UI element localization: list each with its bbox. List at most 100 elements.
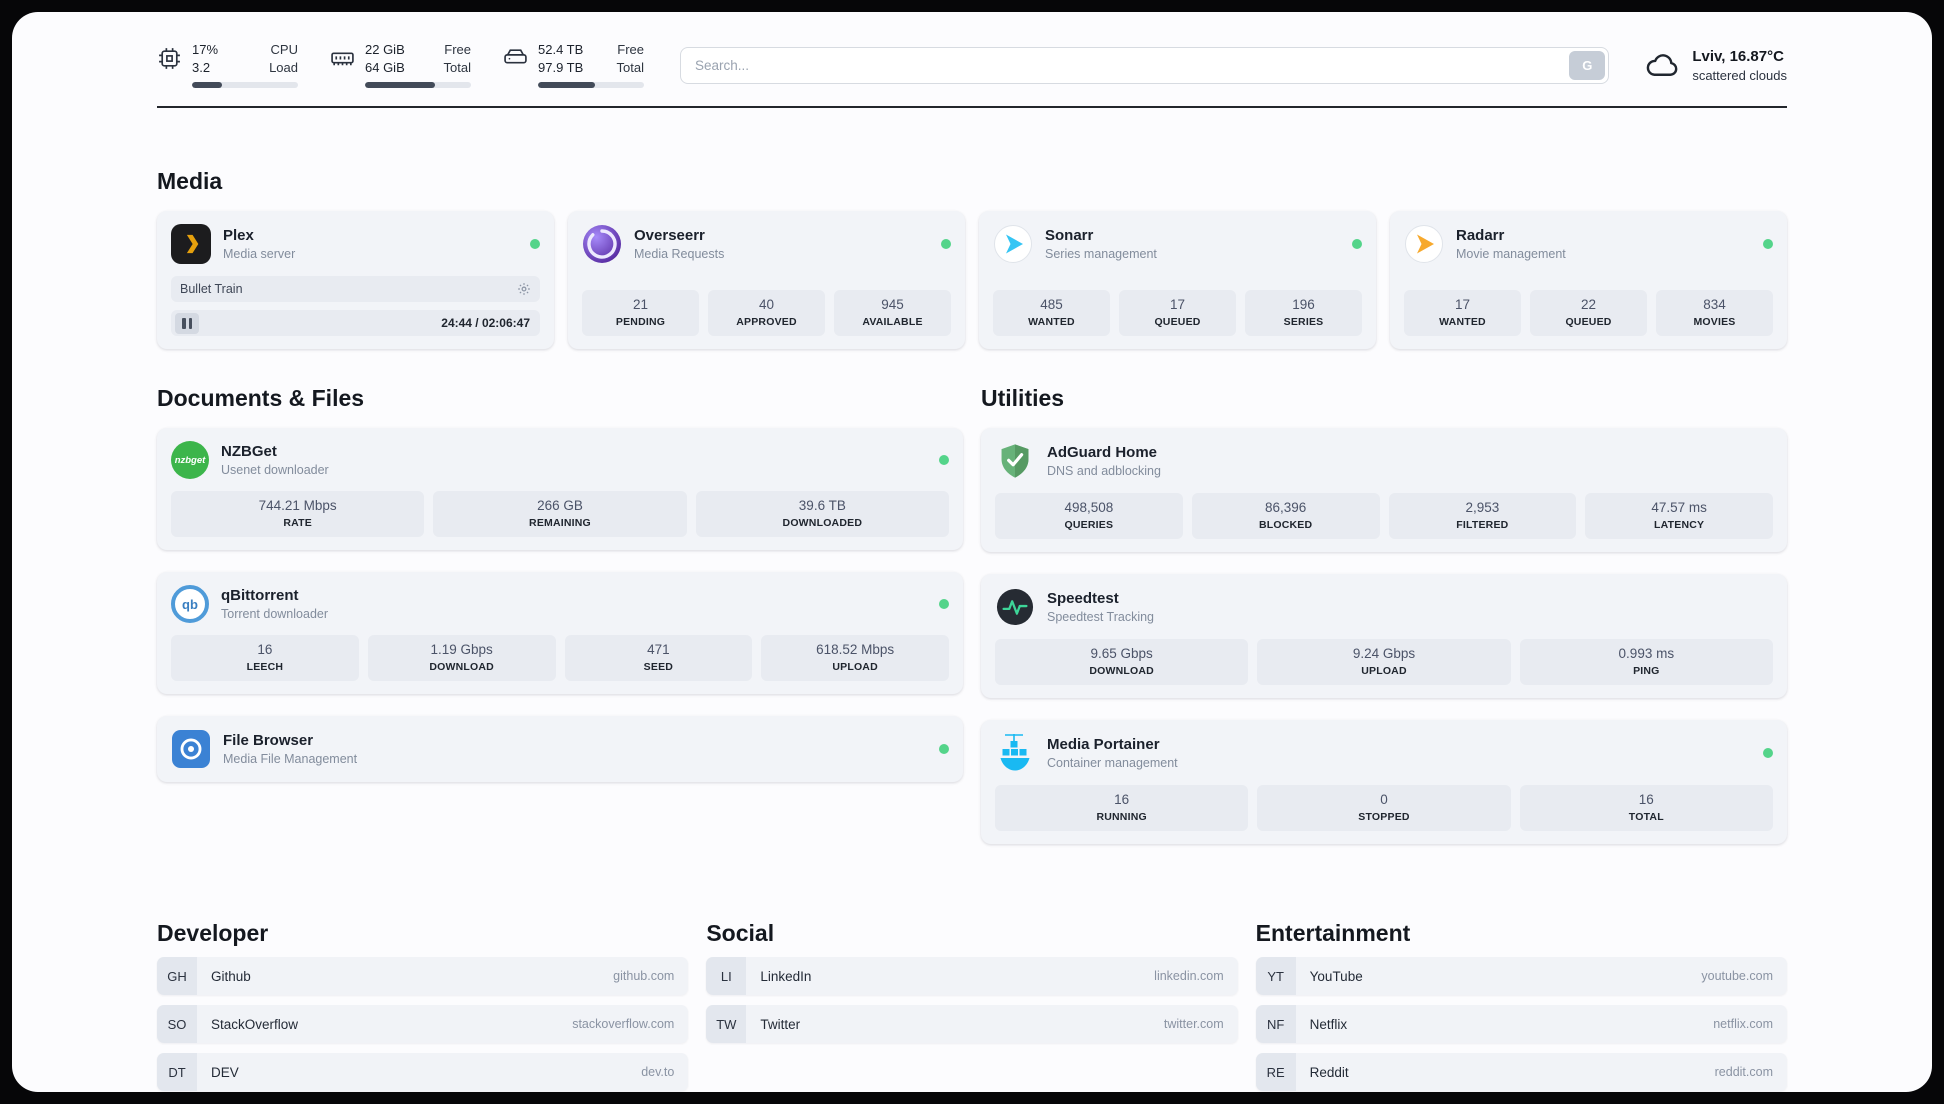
bookmark-name: Github bbox=[211, 968, 251, 984]
service-subtitle: Torrent downloader bbox=[221, 607, 329, 621]
stat-approved: 40 APPROVED bbox=[708, 290, 825, 336]
stat-remaining: 266 GB REMAINING bbox=[433, 491, 687, 537]
disk-total-value: 97.9 TB bbox=[538, 60, 584, 75]
service-card-sonarr[interactable]: Sonarr Series management 485 WANTED 17 Q… bbox=[979, 211, 1376, 349]
bookmark-abbr: YT bbox=[1255, 957, 1296, 995]
service-text: Speedtest Speedtest Tracking bbox=[1047, 590, 1154, 624]
service-text: Sonarr Series management bbox=[1045, 227, 1157, 261]
card-header: Radarr Movie management bbox=[1404, 224, 1773, 264]
system-metrics: 17% 3.2 CPU Load bbox=[157, 42, 644, 88]
stat-queries: 498,508 QUERIES bbox=[995, 493, 1183, 539]
qbittorrent-icon: qb bbox=[171, 585, 209, 623]
stat-download: 9.65 Gbps DOWNLOAD bbox=[995, 639, 1249, 685]
card-header: File Browser Media File Management bbox=[171, 729, 949, 769]
service-text: Media Portainer Container management bbox=[1047, 736, 1178, 770]
search-input[interactable] bbox=[680, 46, 1610, 84]
stat-movies: 834 MOVIES bbox=[1656, 290, 1773, 336]
bookmark-dev[interactable]: DT DEV dev.to bbox=[157, 1053, 689, 1091]
service-name: Radarr bbox=[1456, 227, 1505, 244]
stat-wanted: 485 WANTED bbox=[993, 290, 1110, 336]
stat-leech: 16 LEECH bbox=[171, 635, 359, 681]
service-card-adguard[interactable]: AdGuard Home DNS and adblocking 498,508 … bbox=[981, 428, 1787, 552]
stats-row: 17 WANTED 22 QUEUED 834 MOVIES bbox=[1404, 278, 1773, 336]
cpu-label-bottom: Load bbox=[269, 60, 298, 75]
section-media: Media Plex Media server Bullet Train bbox=[157, 168, 1787, 349]
bookmark-youtube[interactable]: YT YouTube youtube.com bbox=[1255, 957, 1787, 995]
service-card-filebrowser[interactable]: File Browser Media File Management bbox=[157, 716, 963, 782]
status-online-dot bbox=[530, 239, 540, 249]
bookmark-reddit[interactable]: RE Reddit reddit.com bbox=[1255, 1053, 1787, 1091]
utilities-section-title: Utilities bbox=[981, 385, 1065, 411]
bookmark-stackoverflow[interactable]: SO StackOverflow stackoverflow.com bbox=[157, 1005, 689, 1043]
stat-filtered: 2,953 FILTERED bbox=[1388, 493, 1577, 539]
bookmark-linkedin[interactable]: LI LinkedIn linkedin.com bbox=[706, 957, 1238, 995]
pause-button[interactable] bbox=[175, 312, 199, 334]
ram-label-top: Free bbox=[444, 42, 471, 57]
stat-queued: 17 QUEUED bbox=[1119, 290, 1236, 336]
bookmark-netflix[interactable]: NF Netflix netflix.com bbox=[1255, 1005, 1787, 1043]
service-name: Speedtest bbox=[1047, 590, 1119, 607]
bookmark-url: stackoverflow.com bbox=[572, 1017, 675, 1031]
service-text: Plex Media server bbox=[223, 227, 295, 261]
service-subtitle: Speedtest Tracking bbox=[1047, 610, 1155, 624]
disk-usage-bar bbox=[538, 82, 644, 88]
service-card-portainer[interactable]: Media Portainer Container management 16 … bbox=[981, 720, 1787, 844]
stat-download: 1.19 Gbps DOWNLOAD bbox=[367, 635, 556, 681]
stat-upload: 9.24 Gbps UPLOAD bbox=[1257, 639, 1511, 685]
bookmarks-area: Developer GH Github github.com SO StackO… bbox=[157, 920, 1787, 1092]
status-online-dot bbox=[941, 239, 951, 249]
service-name: Sonarr bbox=[1045, 227, 1094, 244]
bookmark-url: reddit.com bbox=[1714, 1065, 1773, 1079]
stats-row: 9.65 Gbps DOWNLOAD 9.24 Gbps UPLOAD 0.99… bbox=[995, 639, 1773, 685]
card-header: qb qBittorrent Torrent downloader bbox=[171, 585, 949, 623]
gear-icon[interactable] bbox=[517, 282, 531, 296]
stat-running: 16 RUNNING bbox=[995, 785, 1249, 831]
bookmark-name: Reddit bbox=[1309, 1064, 1349, 1080]
cpu-load-value: 3.2 bbox=[192, 60, 211, 75]
search-bar: G bbox=[680, 46, 1610, 84]
search-engine-button[interactable]: G bbox=[1569, 50, 1606, 80]
stat-seed: 471 SEED bbox=[564, 635, 753, 681]
service-subtitle: Media File Management bbox=[223, 752, 358, 766]
service-subtitle: Series management bbox=[1045, 247, 1157, 261]
radarr-icon bbox=[1404, 224, 1444, 264]
weather-widget: Lviv, 16.87°C scattered clouds bbox=[1645, 47, 1787, 83]
service-text: NZBGet Usenet downloader bbox=[221, 443, 329, 477]
bookmark-url: dev.to bbox=[641, 1065, 675, 1079]
cpu-usage-bar-fill bbox=[192, 82, 222, 88]
bookmark-github[interactable]: GH Github github.com bbox=[157, 957, 689, 995]
stats-row: 16 LEECH 1.19 Gbps DOWNLOAD 471 SEED 618… bbox=[171, 635, 949, 681]
now-playing-bar: Bullet Train bbox=[171, 276, 540, 302]
bookmark-abbr: DT bbox=[157, 1053, 197, 1091]
ram-metric: 22 GiB 64 GiB Free Total bbox=[330, 42, 471, 88]
cpu-metric: 17% 3.2 CPU Load bbox=[157, 42, 298, 88]
stats-row: 16 RUNNING 0 STOPPED 16 TOTAL bbox=[995, 785, 1773, 831]
service-card-plex[interactable]: Plex Media server Bullet Train bbox=[157, 211, 554, 349]
bookmark-name: LinkedIn bbox=[760, 968, 812, 984]
section-entertainment: Entertainment YT YouTube youtube.com NF … bbox=[1255, 920, 1787, 1091]
service-text: Radarr Movie management bbox=[1456, 227, 1566, 261]
portainer-icon bbox=[995, 733, 1035, 773]
bookmark-url: netflix.com bbox=[1713, 1017, 1773, 1031]
media-section-title: Media bbox=[157, 168, 223, 194]
service-card-qbittorrent[interactable]: qb qBittorrent Torrent downloader 16 LEE… bbox=[157, 572, 963, 694]
service-name: File Browser bbox=[223, 732, 314, 749]
dashboard: 17% 3.2 CPU Load bbox=[157, 12, 1787, 1092]
speedtest-icon bbox=[995, 587, 1035, 627]
stat-queued: 22 QUEUED bbox=[1530, 290, 1647, 336]
service-card-speedtest[interactable]: Speedtest Speedtest Tracking 9.65 Gbps D… bbox=[981, 574, 1787, 698]
ram-label-bottom: Total bbox=[443, 60, 471, 75]
service-card-radarr[interactable]: Radarr Movie management 17 WANTED 22 QUE… bbox=[1390, 211, 1787, 349]
service-name: AdGuard Home bbox=[1047, 444, 1158, 461]
top-bar: 17% 3.2 CPU Load bbox=[157, 42, 1787, 88]
stat-upload: 618.52 Mbps UPLOAD bbox=[761, 635, 949, 681]
service-subtitle: Media Requests bbox=[634, 247, 725, 261]
card-header: nzbget NZBGet Usenet downloader bbox=[171, 441, 949, 479]
bookmark-abbr: NF bbox=[1255, 1005, 1296, 1043]
bookmark-abbr: GH bbox=[157, 957, 197, 995]
plex-icon bbox=[171, 224, 211, 264]
bookmark-twitter[interactable]: TW Twitter twitter.com bbox=[706, 1005, 1238, 1043]
service-card-nzbget[interactable]: nzbget NZBGet Usenet downloader 744.21 M… bbox=[157, 428, 963, 550]
header-divider bbox=[157, 106, 1787, 108]
service-card-overseerr[interactable]: Overseerr Media Requests 21 PENDING 40 A… bbox=[568, 211, 965, 349]
